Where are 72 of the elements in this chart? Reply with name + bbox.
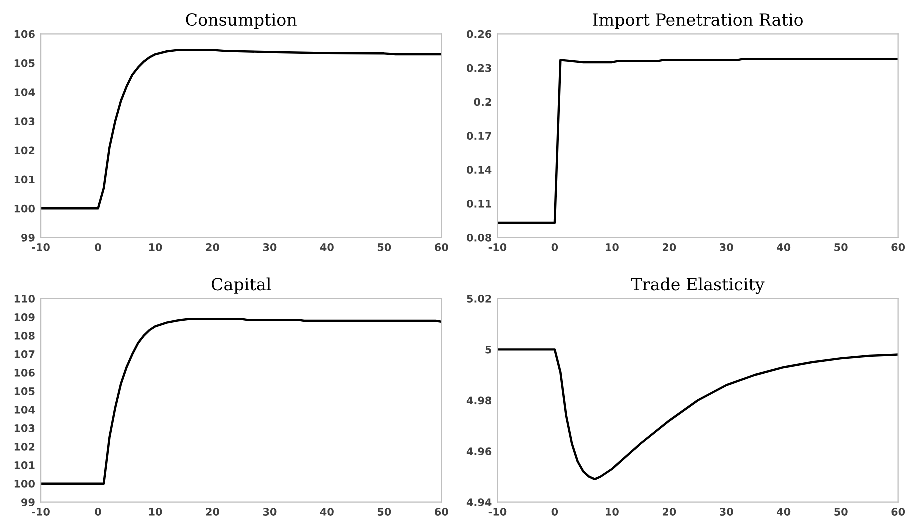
line-series xyxy=(498,348,898,481)
y-tick-label: 0.23 xyxy=(466,64,492,72)
chart-title: Trade Elasticity xyxy=(631,278,765,294)
x-tick-label: 60 xyxy=(892,243,906,252)
x-tick-label: 20 xyxy=(662,243,676,252)
y-tick-label: 0.2 xyxy=(474,98,492,106)
x-tick-label: 40 xyxy=(777,243,791,252)
y-tick-label: 99 xyxy=(22,234,35,242)
y-tick-label: 0.08 xyxy=(466,234,492,242)
y-tick-label: 4.94 xyxy=(466,498,492,506)
x-tick-label: 50 xyxy=(378,508,392,516)
y-tick-label: 103 xyxy=(14,424,35,432)
y-tick-label: 99 xyxy=(22,498,35,506)
x-tick-label: 20 xyxy=(662,508,676,516)
x-tick-label: 40 xyxy=(320,508,334,516)
x-tick-label: 60 xyxy=(892,508,906,516)
y-tick-label: 0.11 xyxy=(466,200,492,208)
x-tick-label: 0 xyxy=(95,243,102,252)
line-series xyxy=(498,58,898,224)
x-tick-label: 40 xyxy=(777,508,791,516)
y-tick-label: 0.14 xyxy=(466,166,492,174)
x-tick-label: 10 xyxy=(606,243,619,252)
x-tick-label: 50 xyxy=(834,508,848,516)
x-tick-label: 50 xyxy=(378,243,392,252)
x-tick-label: 30 xyxy=(263,508,277,516)
y-tick-label: 103 xyxy=(14,118,35,126)
x-tick-label: 30 xyxy=(263,243,277,252)
x-tick-label: -10 xyxy=(488,243,507,252)
y-tick-label: 5.02 xyxy=(467,295,492,303)
y-tick-label: 102 xyxy=(14,146,35,155)
y-tick-label: 106 xyxy=(14,369,35,377)
y-tick-label: 107 xyxy=(14,350,35,358)
y-tick-label: 101 xyxy=(14,462,35,470)
x-tick-label: -10 xyxy=(488,508,507,516)
x-tick-label: 0 xyxy=(552,243,558,252)
y-tick-label: 4.96 xyxy=(466,448,492,456)
y-tick-label: 100 xyxy=(14,204,35,213)
x-tick-label: 20 xyxy=(206,243,220,252)
y-tick-label: 104 xyxy=(14,88,36,96)
y-tick-label: 108 xyxy=(14,332,35,340)
y-tick-label: 109 xyxy=(14,314,35,322)
y-tick-label: 0.17 xyxy=(466,132,492,140)
y-tick-label: 5 xyxy=(486,346,492,354)
x-tick-label: 50 xyxy=(834,243,848,252)
x-tick-label: 10 xyxy=(606,508,619,516)
x-tick-label: -10 xyxy=(32,243,50,252)
line-series xyxy=(41,49,442,210)
line-series xyxy=(41,318,442,485)
y-tick-label: 105 xyxy=(14,388,35,396)
y-tick-label: 0.26 xyxy=(466,30,492,38)
y-tick-label: 100 xyxy=(14,480,35,488)
y-tick-label: 4.98 xyxy=(466,396,492,405)
x-tick-label: 10 xyxy=(149,243,162,252)
x-tick-label: 0 xyxy=(552,508,558,516)
y-tick-label: 106 xyxy=(14,30,35,38)
x-tick-label: 20 xyxy=(206,508,220,516)
y-tick-label: 104 xyxy=(14,406,36,414)
x-tick-label: 30 xyxy=(720,508,734,516)
x-tick-label: 40 xyxy=(320,243,334,252)
x-tick-label: 10 xyxy=(149,508,162,516)
x-tick-label: 60 xyxy=(435,508,448,516)
chart-title: Capital xyxy=(212,278,272,294)
x-tick-label: 30 xyxy=(720,243,734,252)
chart-title: Consumption xyxy=(186,13,297,30)
y-tick-label: 105 xyxy=(14,59,35,68)
y-tick-label: 101 xyxy=(14,176,35,184)
x-tick-label: 60 xyxy=(435,243,448,252)
x-tick-label: -10 xyxy=(32,508,50,516)
x-tick-label: 0 xyxy=(95,508,102,516)
y-tick-label: 102 xyxy=(14,443,35,451)
chart-title: Import Penetration Ratio xyxy=(593,14,803,30)
y-tick-label: 110 xyxy=(14,295,35,303)
